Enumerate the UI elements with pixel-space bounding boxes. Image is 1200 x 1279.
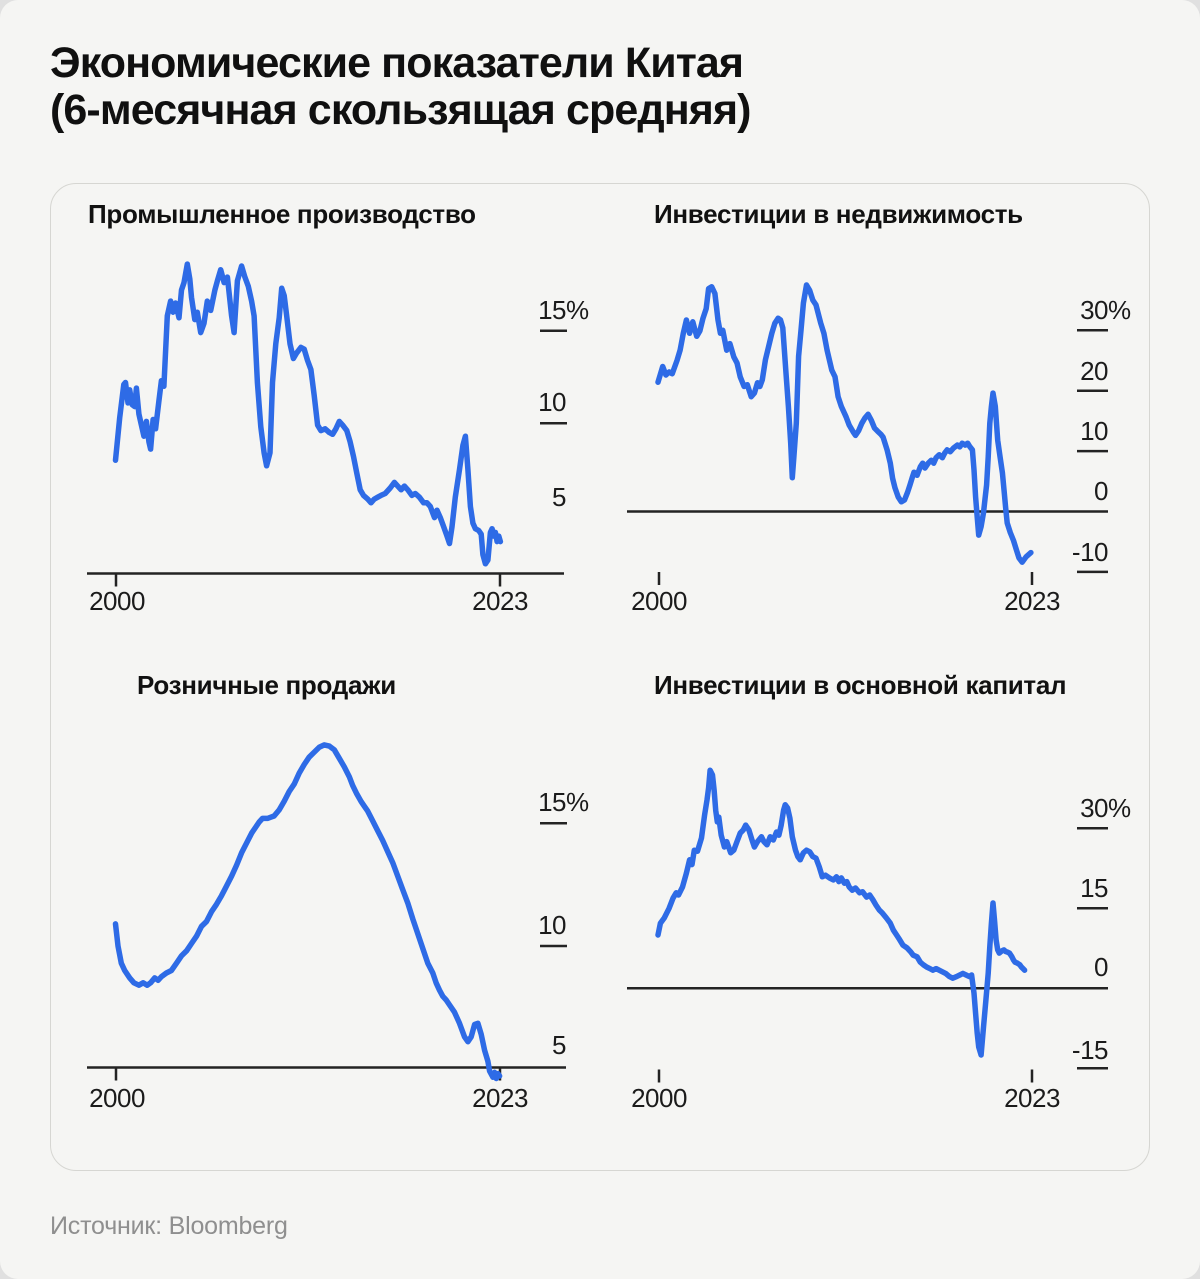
industrial-production-line-series xyxy=(112,261,504,567)
y-axis-label: 30% xyxy=(1080,295,1131,325)
y-axis-label: 15 xyxy=(1080,873,1108,903)
y-axis-label: 20 xyxy=(1080,356,1108,386)
percent-sign: % xyxy=(1108,793,1131,823)
fixed-asset-investment-line-series xyxy=(655,767,1028,1058)
y-axis-label: 30% xyxy=(1080,793,1131,823)
real-estate-investment-line-series xyxy=(655,282,1034,565)
x-axis-label: 2023 xyxy=(1004,1083,1060,1113)
charts-card xyxy=(50,183,1150,1171)
y-axis-label: -15 xyxy=(1071,1035,1109,1065)
page-title: Экономические показатели Китая (6-месячн… xyxy=(50,39,752,135)
x-axis-label: 2000 xyxy=(631,586,687,616)
y-axis-label: 10 xyxy=(538,910,566,940)
y-axis-label: 10 xyxy=(538,387,566,417)
y-axis-label: -10 xyxy=(1071,537,1109,567)
percent-sign: % xyxy=(1108,295,1131,325)
y-axis-label: 0 xyxy=(1094,476,1108,506)
chart-title-fixed-asset-investment: Инвестиции в основной капитал xyxy=(654,670,1067,700)
chart-title-industrial-production: Промышленное производство xyxy=(88,199,476,229)
source-caption: Источник: Bloomberg xyxy=(50,1212,288,1240)
page-title-line2: (6-месячная скользящая средняя) xyxy=(50,86,752,135)
percent-sign: % xyxy=(566,787,589,817)
y-axis-label: 10 xyxy=(1080,416,1108,446)
x-axis-label: 2023 xyxy=(472,1083,528,1113)
chart-title-real-estate-investment: Инвестиции в недвижимость xyxy=(654,199,1023,229)
x-axis-label: 2000 xyxy=(89,586,145,616)
retail-sales-line-series xyxy=(112,742,503,1082)
page-title-line1: Экономические показатели Китая xyxy=(50,39,744,87)
y-axis-label: 15% xyxy=(538,295,589,325)
y-axis-label: 5 xyxy=(552,482,566,512)
percent-sign: % xyxy=(566,295,589,325)
x-axis-label: 2023 xyxy=(472,586,528,616)
y-axis-label: 15% xyxy=(538,787,589,817)
chart-title-retail-sales: Розничные продажи xyxy=(137,670,396,700)
x-axis-label: 2023 xyxy=(1004,586,1060,616)
x-axis-label: 2000 xyxy=(89,1083,145,1113)
y-axis-label: 0 xyxy=(1094,952,1108,982)
y-axis-label: 5 xyxy=(552,1030,566,1060)
x-axis-label: 2000 xyxy=(631,1083,687,1113)
